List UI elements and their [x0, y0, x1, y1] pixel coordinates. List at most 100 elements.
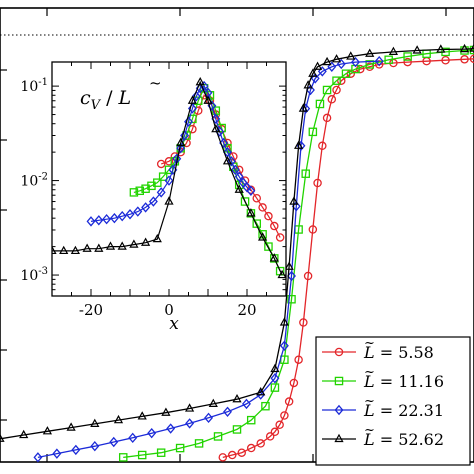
- main-data-point: [289, 378, 299, 388]
- inset-data-point: [94, 243, 104, 252]
- main-data-point: [223, 406, 232, 417]
- inset-data-point: [252, 194, 261, 203]
- main-data-point: [185, 418, 195, 429]
- main-data-point: [460, 55, 469, 64]
- inset-ticks: [51, 62, 287, 297]
- inset-data-point: [277, 269, 286, 279]
- main-data-point: [270, 383, 280, 392]
- main-data-point: [312, 61, 323, 70]
- main-data-point: [322, 56, 332, 66]
- inset-data-point: [117, 210, 127, 222]
- main-data-point: [270, 427, 280, 437]
- main-data-point: [315, 99, 325, 109]
- main-data-point: [299, 318, 308, 327]
- main-data-point: [365, 60, 374, 69]
- main-data-point: [436, 44, 446, 53]
- main-data-point: [147, 427, 157, 439]
- main-data-point: [469, 43, 474, 52]
- inset-data-point: [109, 212, 119, 224]
- main-data-point: [137, 450, 147, 460]
- main-data-point: [270, 363, 280, 373]
- inset-data-point: [246, 185, 256, 196]
- main-data-point: [459, 43, 470, 53]
- main-data-point: [322, 85, 332, 95]
- main-data-point: [346, 51, 356, 60]
- main-data-point: [118, 453, 128, 462]
- inset-data-point: [187, 95, 198, 104]
- main-data-point: [332, 76, 341, 85]
- inset-data-point: [70, 245, 81, 255]
- legend-entry: L = 5.58~: [322, 336, 434, 362]
- main-data-point: [246, 415, 256, 425]
- main-data-point: [218, 453, 228, 462]
- inset-series-4: [52, 76, 286, 279]
- main-data-point: [351, 56, 360, 68]
- legend-marker: [334, 347, 344, 357]
- main-data-point: [161, 407, 171, 416]
- main-data-point: [303, 271, 313, 281]
- legend-tilde: ~: [364, 336, 375, 351]
- inset-data-point: [252, 219, 261, 228]
- main-data-point: [287, 294, 296, 304]
- legend-tilde: ~: [364, 365, 375, 380]
- main-data-point: [265, 432, 275, 441]
- main-data-point: [113, 414, 124, 424]
- main-series-line: [123, 49, 474, 459]
- main-data-point: [284, 397, 294, 406]
- inset-data-point: [264, 242, 273, 251]
- main-data-point: [284, 261, 294, 270]
- inset-data-point: [257, 232, 268, 241]
- legend-box: [315, 336, 471, 466]
- inset-data-point: [240, 197, 250, 206]
- main-data-point: [237, 448, 246, 457]
- main-data-point: [301, 169, 310, 178]
- main-data-point: [317, 66, 327, 77]
- inset-data-point: [176, 143, 186, 154]
- inset-data-point: [117, 241, 127, 250]
- main-data-point: [336, 58, 346, 70]
- main-data-point: [90, 440, 100, 452]
- inset-data-point: [211, 113, 221, 125]
- inset-data-point: [140, 237, 151, 246]
- inset-data-point: [153, 178, 162, 187]
- main-data-point: [184, 403, 195, 412]
- main-data-point: [403, 52, 412, 61]
- inset-data-point: [135, 186, 144, 196]
- inset-data-point: [215, 126, 225, 137]
- inset-data-point: [234, 171, 244, 182]
- inset-data-point: [258, 203, 267, 212]
- main-data-point: [0, 433, 5, 442]
- main-data-point: [279, 340, 289, 351]
- main-data-point: [90, 418, 100, 427]
- inset-data-point: [82, 243, 92, 252]
- inset-data-point: [59, 245, 69, 255]
- main-frame: [0, 7, 474, 463]
- inset-data-point: [94, 215, 104, 226]
- main-data-point: [310, 73, 320, 84]
- legend-marker: [334, 404, 344, 416]
- inset-data-point: [152, 233, 162, 243]
- main-plot: [0, 7, 474, 463]
- inset-y-tick-label: 10-1: [20, 77, 48, 95]
- main-data-point: [318, 141, 327, 151]
- inset-data-point: [158, 172, 168, 181]
- main-data-point: [308, 127, 318, 137]
- main-data-point: [52, 448, 62, 459]
- main-data-point: [256, 439, 265, 448]
- inset-series-line: [90, 85, 252, 222]
- main-data-point: [313, 178, 322, 188]
- legend-label: L = 5.58: [363, 343, 434, 362]
- inset-data-point: [222, 156, 233, 165]
- inset-plot: -20 0 20 10-1 10-2 10-3 x cV / L ~: [20, 61, 287, 334]
- inset-x-tick-label: 20: [237, 301, 256, 319]
- main-data-point: [287, 270, 296, 282]
- main-data-point: [66, 422, 76, 431]
- legend-marker: [334, 376, 344, 386]
- main-data-point: [280, 411, 289, 420]
- main-data-point: [322, 113, 332, 123]
- main-data-point: [270, 373, 280, 384]
- main-data-point: [261, 401, 270, 411]
- main-data-point: [275, 420, 284, 430]
- main-data-point: [232, 425, 242, 434]
